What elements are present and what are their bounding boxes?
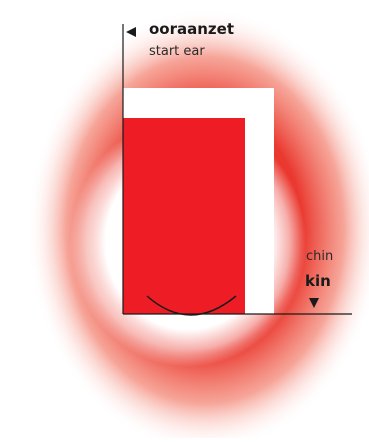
triangle-down-icon <box>309 298 319 308</box>
label-ooraanzet: ooraanzet <box>149 20 235 38</box>
label-chin: chin <box>306 249 334 264</box>
label-kin: kin <box>305 272 331 290</box>
red-rectangle <box>123 118 245 314</box>
chin-curve <box>146 295 237 316</box>
triangle-left-icon <box>126 27 136 37</box>
label-start-ear: start ear <box>149 44 205 59</box>
